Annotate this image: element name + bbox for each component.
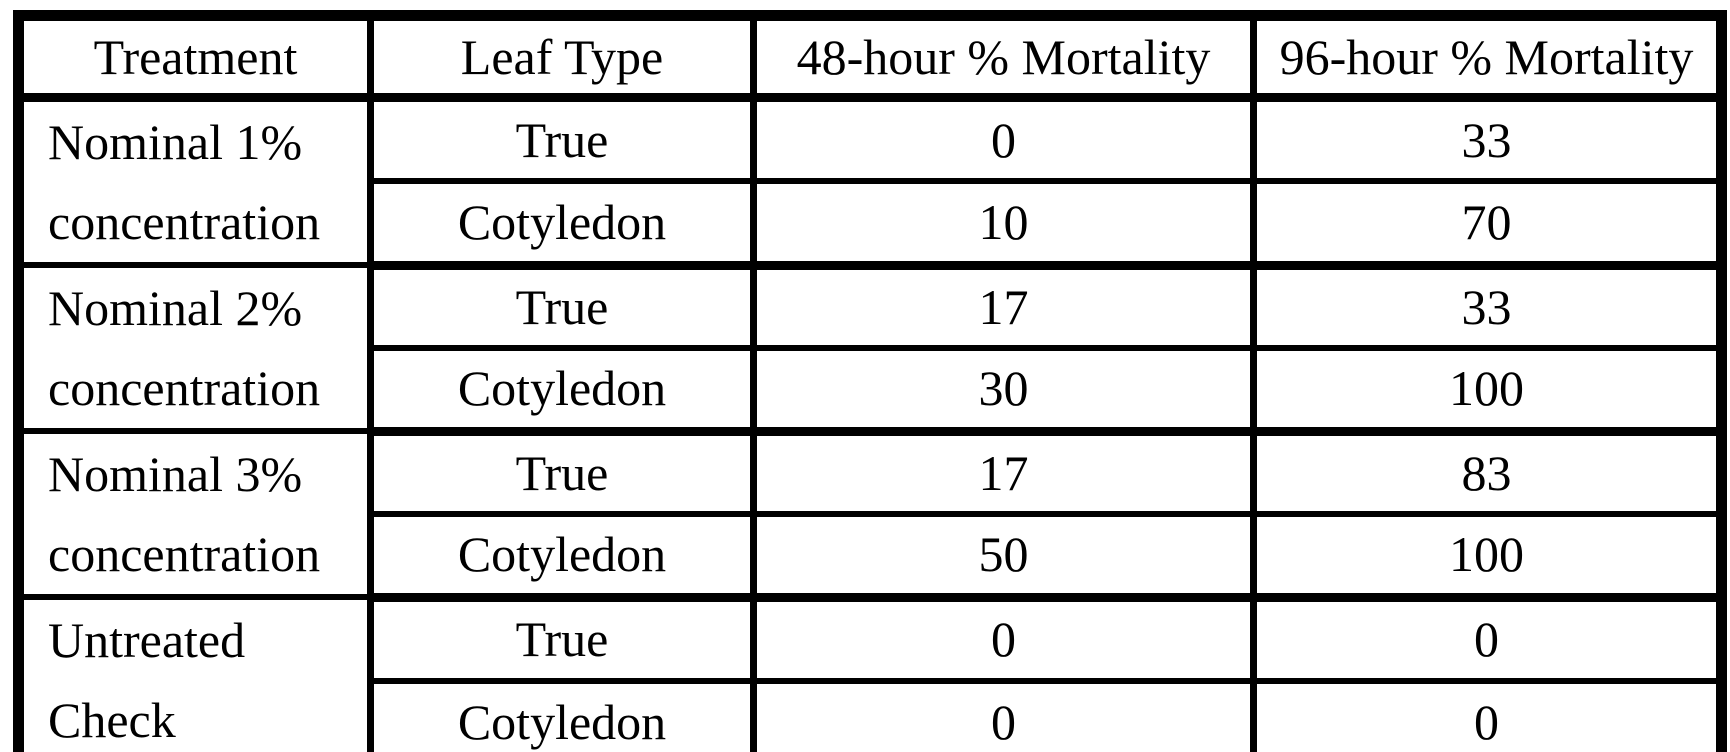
table-row: Cotyledon 30 100 [19, 348, 1722, 436]
header-cell-treatment: Treatment [18, 15, 371, 102]
header-cell-96h-mortality: 96-hour % Mortality [1250, 15, 1722, 102]
leaf-type-cell: True [367, 265, 754, 351]
mortality-96-cell: 70 [1250, 181, 1722, 270]
mortality-48-cell: 50 [750, 514, 1254, 602]
treatment-line-2: concentration [48, 194, 321, 250]
treatment-line-1: Nominal 2% [48, 280, 303, 336]
leaf-type-cell: Cotyledon [367, 514, 754, 602]
table-row: Nominal 3% concentration True 17 83 [18, 431, 1722, 600]
treatment-line-1: Nominal 1% [48, 114, 303, 170]
header-cell-leaf-type: Leaf Type [367, 15, 754, 102]
table-row: Nominal 1% concentration True 0 33 [18, 97, 1722, 268]
treatment-cell: Untreated Check [18, 597, 371, 752]
mortality-48-cell: 0 [750, 97, 1254, 185]
mortality-48-cell: 17 [750, 265, 1254, 351]
leaf-type-cell: True [367, 597, 754, 685]
mortality-48-cell: 0 [750, 681, 1254, 752]
table-header-row: Treatment Leaf Type 48-hour % Mortality … [18, 15, 1722, 102]
mortality-96-cell: 100 [1250, 348, 1722, 436]
leaf-type-cell: True [367, 97, 754, 185]
treatment-cell: Nominal 2% concentration [18, 265, 371, 434]
mortality-48-cell: 30 [750, 348, 1254, 436]
mortality-96-cell: 33 [1250, 265, 1722, 351]
header-cell-48h-mortality: 48-hour % Mortality [750, 15, 1254, 102]
mortality-96-cell: 0 [1250, 597, 1722, 685]
table-row: Cotyledon 0 0 [19, 681, 1722, 752]
table-row: Nominal 2% concentration True 17 33 [18, 265, 1722, 434]
mortality-48-cell: 10 [750, 181, 1254, 270]
mortality-96-cell: 83 [1250, 431, 1722, 517]
mortality-48-cell: 17 [750, 431, 1254, 517]
table-row: Untreated Check True 0 0 [18, 597, 1722, 752]
treatment-line-1: Nominal 3% [48, 446, 303, 502]
treatment-cell: Nominal 1% concentration [18, 97, 371, 268]
mortality-48-cell: 0 [750, 597, 1254, 685]
treatment-line-2: Check [48, 692, 176, 748]
leaf-type-cell: True [367, 431, 754, 517]
mortality-96-cell: 33 [1250, 97, 1722, 185]
table-row: Cotyledon 50 100 [19, 514, 1722, 602]
leaf-type-cell: Cotyledon [367, 681, 754, 752]
table-row: Cotyledon 10 70 [19, 181, 1722, 270]
treatment-line-2: concentration [48, 526, 321, 582]
treatment-cell: Nominal 3% concentration [18, 431, 371, 600]
mortality-96-cell: 100 [1250, 514, 1722, 602]
leaf-type-cell: Cotyledon [367, 181, 754, 270]
mortality-96-cell: 0 [1250, 681, 1722, 752]
leaf-type-cell: Cotyledon [367, 348, 754, 436]
treatment-line-2: concentration [48, 360, 321, 416]
mortality-results-table: Treatment Leaf Type 48-hour % Mortality … [13, 10, 1727, 752]
treatment-line-1: Untreated [48, 612, 246, 668]
